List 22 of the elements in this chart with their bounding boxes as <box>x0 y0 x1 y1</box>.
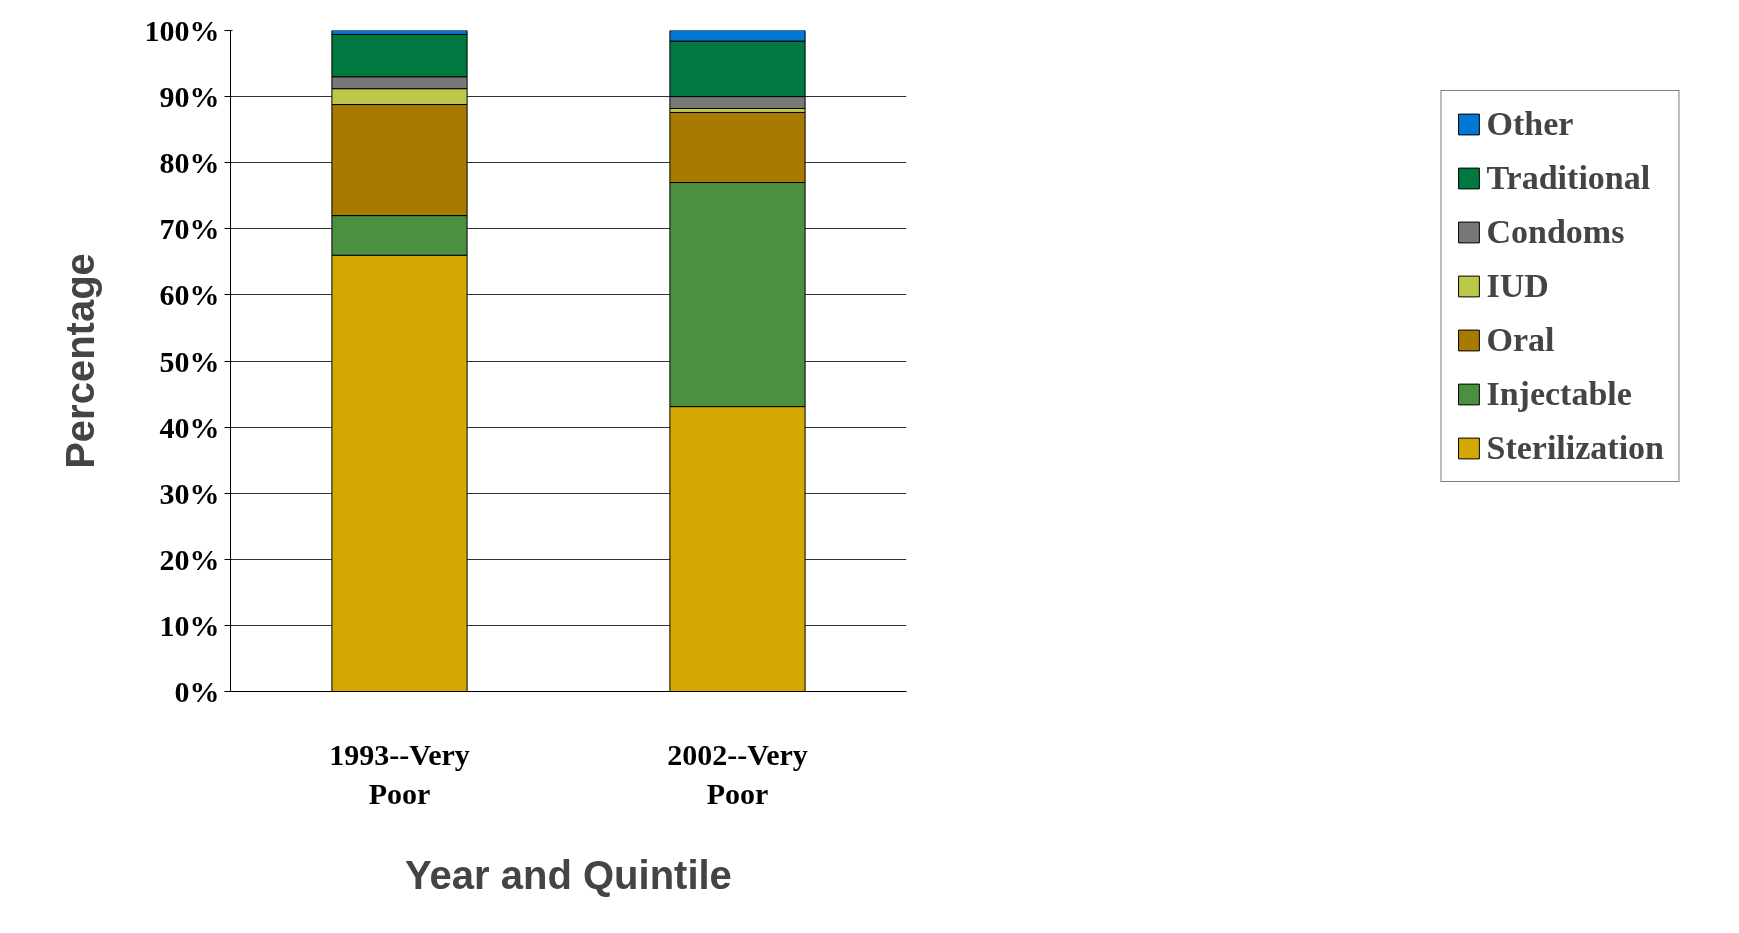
x-tick-label: 2002--Very Poor <box>667 737 808 811</box>
legend-label: Sterilization <box>1486 429 1664 467</box>
legend-label: Condoms <box>1486 213 1625 251</box>
y-tick-label: 70% <box>159 212 220 246</box>
y-tick-label: 60% <box>159 278 220 312</box>
y-tick-label: 0% <box>174 675 220 708</box>
legend-label: Injectable <box>1486 375 1632 413</box>
y-tick-label: 50% <box>159 344 220 378</box>
legend-label: IUD <box>1486 267 1549 305</box>
x-tick-label: 1993--Very Poor <box>329 737 470 811</box>
legend-label: Traditional <box>1486 159 1651 197</box>
y-tick-label: 30% <box>159 476 220 510</box>
y-tick-label: 40% <box>159 410 220 444</box>
legend-label: Oral <box>1486 321 1555 359</box>
y-tick-label: 20% <box>159 542 220 576</box>
y-tick-label: 10% <box>159 608 220 642</box>
y-tick-label: 90% <box>159 80 220 114</box>
x-axis-title: Year and Quintile <box>405 853 732 898</box>
legend-label: Other <box>1486 105 1574 143</box>
y-tick-label: 100% <box>144 14 220 47</box>
y-tick-label: 80% <box>159 146 220 180</box>
y-axis-title: Percentage <box>57 253 102 469</box>
